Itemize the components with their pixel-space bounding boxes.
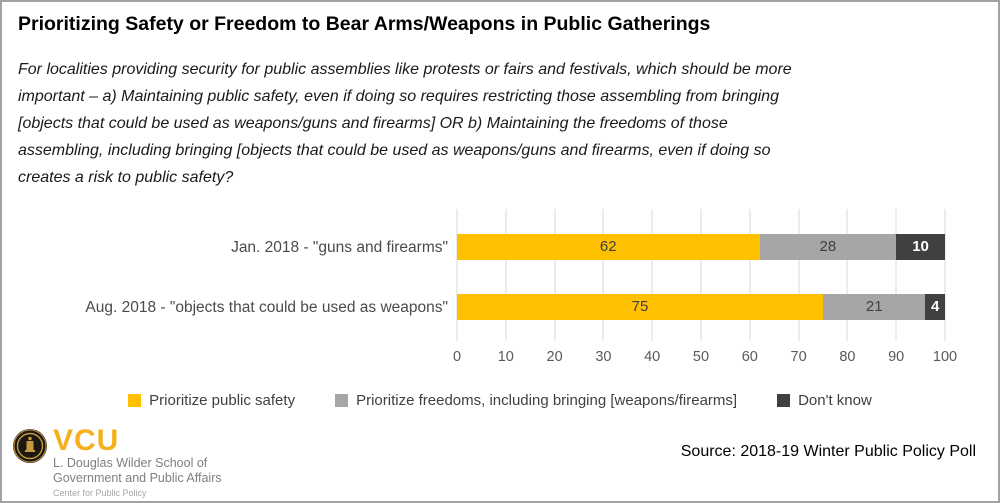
- gridline: [895, 209, 897, 341]
- gridline: [798, 209, 800, 341]
- vcu-wordmark: VCU: [53, 424, 120, 457]
- center-name: Center for Public Policy: [53, 488, 147, 498]
- stacked-bar: 62 28 10: [457, 234, 945, 260]
- gridline: [651, 209, 653, 341]
- school-name-line1: L. Douglas Wilder School of: [53, 456, 208, 470]
- legend-swatch-icon: [777, 394, 791, 407]
- source-text: Source: 2018-19 Winter Public Policy Pol…: [680, 443, 976, 460]
- bar-segment: 10: [896, 234, 945, 260]
- legend-item: Prioritize public safety: [128, 392, 295, 409]
- stacked-bar: 75 21 4: [457, 294, 945, 320]
- bar-segment: 75: [457, 294, 823, 320]
- legend-swatch-icon: [335, 394, 349, 407]
- vcu-seal-icon: [13, 429, 47, 463]
- bar-segment: 28: [759, 234, 897, 260]
- x-tick-label: 0: [452, 349, 462, 365]
- gridline: [602, 209, 604, 341]
- category-label-jan-2018: Jan. 2018 - "guns and firearms": [231, 239, 448, 256]
- x-tick-label: 30: [595, 349, 612, 365]
- legend-item: Prioritize freedoms, including bringing …: [335, 392, 737, 409]
- gridline: [846, 209, 848, 341]
- x-tick-label: 40: [644, 349, 661, 365]
- x-tick-label: 20: [546, 349, 563, 365]
- legend-label: Don't know: [798, 392, 872, 409]
- gridline: [456, 209, 458, 341]
- gridline: [749, 209, 751, 341]
- chart-title: Prioritizing Safety or Freedom to Bear A…: [18, 13, 711, 35]
- gridline: [944, 209, 946, 341]
- category-label-aug-2018: Aug. 2018 - "objects that could be used …: [85, 299, 448, 316]
- legend-label: Prioritize public safety: [149, 392, 296, 409]
- bar-segment: 4: [925, 294, 945, 320]
- bar-segment: 62: [457, 234, 760, 260]
- chart-subtitle: For localities providing security for pu…: [18, 61, 792, 186]
- vcu-logo-text: VCU L. Douglas Wilder School of Governme…: [53, 426, 222, 499]
- x-tick-label: 90: [888, 349, 905, 365]
- school-name-line2: Government and Public Affairs: [53, 470, 222, 485]
- x-axis: 0 10 20 30 40 50 60 70 80 90 100: [453, 349, 957, 369]
- gridline: [700, 209, 702, 341]
- legend-label: Prioritize freedoms, including bringing …: [356, 392, 738, 409]
- legend-item: Don't know: [777, 392, 872, 409]
- x-tick-label: 80: [839, 349, 856, 365]
- x-tick-label: 10: [497, 349, 514, 365]
- x-tick-label: 50: [692, 349, 710, 365]
- x-tick-label: 70: [790, 349, 807, 365]
- chart-legend: Prioritize public safety Prioritize freed…: [2, 392, 998, 409]
- gridline: [505, 209, 507, 341]
- plot-area: 62 28 10 75 21 4: [456, 209, 946, 341]
- legend-swatch-icon: [128, 394, 142, 407]
- gridline: [554, 209, 556, 341]
- x-tick-label: 100: [932, 349, 958, 365]
- x-tick-label: 60: [741, 349, 758, 365]
- vcu-logo: VCU L. Douglas Wilder School of Governme…: [12, 426, 222, 499]
- bar-segment: 21: [823, 294, 926, 320]
